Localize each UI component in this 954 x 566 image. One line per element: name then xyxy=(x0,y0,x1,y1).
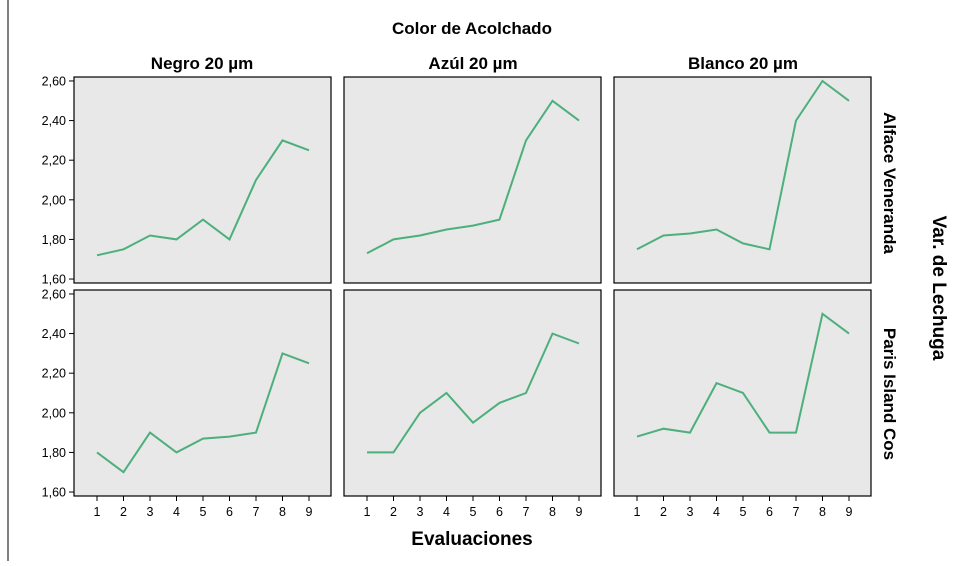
x-tick-label: 9 xyxy=(576,505,583,519)
y-tick-label: 2,00 xyxy=(42,193,66,207)
x-tick-label: 1 xyxy=(94,505,101,519)
y-tick-label: 2,20 xyxy=(42,367,66,381)
x-tick-label: 2 xyxy=(660,505,667,519)
y-tick-label: 2,40 xyxy=(42,327,66,341)
series-line-r0-c1 xyxy=(366,99,580,255)
x-tick-label: 8 xyxy=(819,505,826,519)
series-line-r0-c2 xyxy=(636,79,850,251)
panel-r0-c1 xyxy=(343,76,602,284)
y-tick-label: 1,80 xyxy=(42,446,66,460)
x-tick-label: 7 xyxy=(253,505,260,519)
y-tick-label: 1,60 xyxy=(42,486,66,500)
x-tick-label: 3 xyxy=(147,505,154,519)
x-tick-label: 2 xyxy=(390,505,397,519)
x-tick-label: 5 xyxy=(740,505,747,519)
x-tick-label: 8 xyxy=(549,505,556,519)
y-tick-label: 2,00 xyxy=(42,406,66,420)
panel-group: 1,601,802,002,202,402,601,601,802,002,20… xyxy=(42,74,872,519)
panel-r0-c2 xyxy=(613,76,872,284)
series-line-r1-c0 xyxy=(96,352,310,474)
x-tick-label: 7 xyxy=(523,505,530,519)
series-line-r0-c0 xyxy=(96,139,310,257)
x-tick-label: 9 xyxy=(846,505,853,519)
y-tick-label: 2,20 xyxy=(42,154,66,168)
x-tick-label: 7 xyxy=(793,505,800,519)
x-tick-label: 3 xyxy=(417,505,424,519)
y-tick-label: 1,80 xyxy=(42,233,66,247)
y-tick-label: 1,60 xyxy=(42,273,66,287)
x-tick-label: 4 xyxy=(443,505,450,519)
series-line-r1-c2 xyxy=(636,312,850,438)
x-tick-label: 8 xyxy=(279,505,286,519)
column-title-azul: Azúl 20 µm xyxy=(428,54,517,73)
x-tick-label: 6 xyxy=(496,505,503,519)
x-tick-label: 5 xyxy=(470,505,477,519)
x-tick-label: 9 xyxy=(306,505,313,519)
x-tick-label: 3 xyxy=(687,505,694,519)
column-title-blanco: Blanco 20 µm xyxy=(688,54,798,73)
y-tick-label: 2,60 xyxy=(42,287,66,301)
x-tick-label: 5 xyxy=(200,505,207,519)
x-tick-label: 1 xyxy=(364,505,371,519)
panel-r0-c0 xyxy=(73,76,332,284)
x-tick-label: 6 xyxy=(226,505,233,519)
column-title-negro: Negro 20 µm xyxy=(151,54,253,73)
row-group-title: Var. de Lechuga xyxy=(928,216,949,361)
x-tick-label: 6 xyxy=(766,505,773,519)
column-group-title: Color de Acolchado xyxy=(392,19,552,38)
x-tick-label: 4 xyxy=(713,505,720,519)
series-line-r1-c1 xyxy=(367,332,580,454)
y-tick-label: 2,40 xyxy=(42,114,66,128)
panel-r1-c1 xyxy=(343,289,602,497)
y-tick-label: 2,60 xyxy=(42,74,66,88)
row-label-paris: Paris Island Cos xyxy=(880,328,899,460)
x-tick-label: 4 xyxy=(173,505,180,519)
x-axis-title: Evaluaciones xyxy=(411,529,532,550)
x-tick-label: 2 xyxy=(120,505,127,519)
x-tick-label: 1 xyxy=(634,505,641,519)
row-label-alface: Alface Veneranda xyxy=(880,112,899,254)
